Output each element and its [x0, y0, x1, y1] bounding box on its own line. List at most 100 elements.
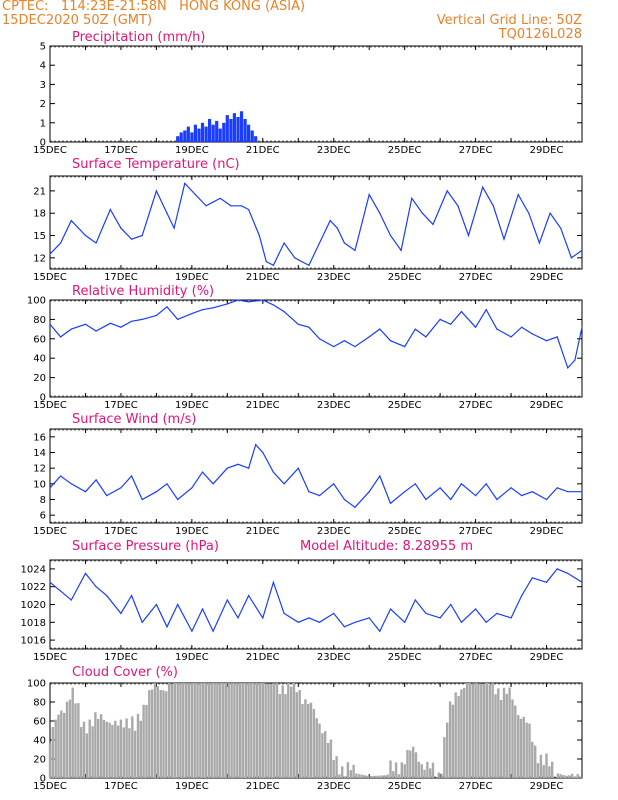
cloud-bar	[281, 685, 284, 778]
x-tick-label: 27DEC	[459, 652, 493, 663]
y-tick-label: 2	[40, 99, 46, 110]
cloud-bar	[386, 774, 389, 778]
series-point	[60, 336, 62, 338]
series-point	[545, 498, 548, 501]
y-tick-label: 1022	[21, 582, 46, 593]
precip-bar	[211, 124, 215, 142]
series-point	[439, 617, 441, 619]
cloud-bar	[352, 764, 355, 778]
cloud-bar	[536, 763, 540, 778]
panel-title: Surface Wind (m/s)	[72, 412, 196, 427]
series-point	[308, 264, 310, 266]
cloud-bar	[298, 690, 301, 778]
cloud-bar	[182, 683, 185, 778]
precip-bar	[232, 113, 236, 142]
cloud-bar	[406, 750, 409, 778]
series-point	[379, 630, 381, 632]
panel-title: Cloud Cover (%)	[72, 665, 178, 680]
x-tick-label: 15DEC	[33, 652, 67, 663]
series-point	[439, 487, 441, 489]
precip-bar	[247, 124, 251, 142]
cloud-bar	[471, 683, 474, 778]
cloud-bar	[176, 683, 179, 778]
series-point	[166, 626, 168, 628]
cloud-bar	[366, 775, 369, 778]
series-point	[404, 346, 406, 348]
panel-frame	[49, 175, 583, 270]
cloud-bar	[170, 683, 174, 778]
cloud-bar	[307, 703, 310, 778]
series-point	[556, 336, 558, 338]
y-tick-label: 16	[33, 432, 46, 443]
cloud-bar	[190, 683, 194, 778]
series-point	[70, 599, 72, 601]
series-line	[49, 182, 583, 267]
series-point	[265, 261, 267, 263]
x-tick-label: 19DEC	[175, 652, 209, 663]
series-point	[60, 590, 62, 592]
precip-bar	[208, 119, 212, 142]
series-point	[343, 242, 345, 244]
x-tick-label: 15DEC	[33, 145, 67, 156]
series-point	[318, 495, 321, 497]
cloud-bar	[568, 775, 571, 778]
x-tick-label: 21DEC	[246, 400, 280, 411]
cloud-bar	[341, 766, 344, 778]
cloud-bar	[216, 683, 219, 778]
cloud-bar	[460, 689, 463, 778]
cloud-bar	[196, 683, 199, 778]
precip-bar	[197, 128, 201, 142]
cloud-bar	[187, 683, 191, 778]
y-tick-label: 1024	[21, 564, 46, 575]
cloud-bar	[463, 687, 466, 778]
cloud-bar	[409, 750, 412, 778]
cloud-bar	[363, 775, 367, 778]
cloud-bar	[179, 683, 182, 778]
cloud-bar	[267, 683, 270, 778]
cloud-bar	[60, 710, 63, 778]
series-point	[421, 212, 423, 214]
series-point	[457, 205, 459, 207]
series-point	[556, 487, 558, 489]
cloud-bar	[454, 692, 457, 778]
cloud-bar	[329, 739, 333, 778]
series-point	[460, 621, 462, 623]
series-point	[237, 299, 239, 301]
cloud-bar	[74, 703, 77, 778]
series-point	[379, 212, 381, 214]
cloud-bar	[270, 683, 273, 778]
cloud-bar	[326, 743, 330, 778]
cloud-bar	[301, 704, 304, 778]
cloud-bar	[156, 686, 159, 778]
series-point	[205, 205, 207, 207]
cloud-bar	[531, 741, 534, 778]
cloud-bar	[139, 720, 142, 778]
cloud-bar	[338, 774, 341, 778]
series-point	[354, 506, 356, 508]
cloud-bar	[119, 719, 123, 778]
y-tick-label: 1	[40, 118, 46, 129]
cloud-bar	[250, 683, 253, 778]
series-point	[191, 313, 193, 315]
x-tick-label: 19DEC	[175, 145, 209, 156]
cloud-bar	[426, 761, 429, 778]
series-point	[510, 336, 512, 338]
cloud-bar	[349, 770, 352, 778]
series-point	[503, 238, 505, 240]
x-tick-label: 27DEC	[459, 781, 493, 792]
y-tick-label: 20	[33, 755, 46, 766]
precip-bar	[176, 136, 180, 142]
precip-bar	[215, 120, 219, 142]
cloud-bar	[105, 721, 108, 778]
x-tick-label: 17DEC	[104, 400, 138, 411]
series-point	[49, 487, 51, 489]
y-tick-label: 4	[40, 61, 46, 72]
x-tick-label: 17DEC	[104, 272, 138, 283]
cloud-bar	[278, 694, 281, 778]
series-point	[131, 320, 133, 322]
series-point	[155, 314, 157, 317]
series-point	[450, 323, 452, 325]
cloud-bar	[244, 683, 247, 778]
series-point	[581, 581, 583, 583]
series-point	[411, 197, 413, 199]
